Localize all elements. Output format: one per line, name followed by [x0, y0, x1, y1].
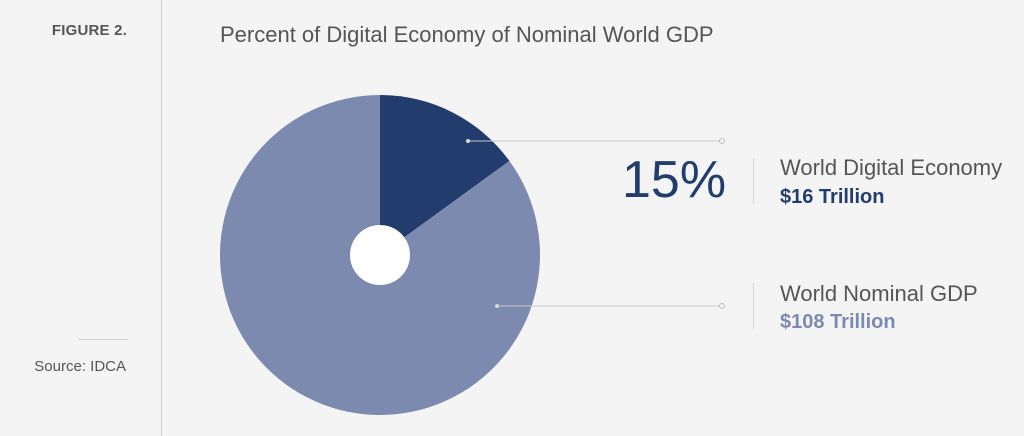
highlight-percent: 15%: [622, 151, 727, 209]
leader-line-digital: [466, 138, 725, 144]
pie-center-hole: [350, 225, 410, 285]
sidebar-divider: [78, 339, 128, 340]
figure-label: FIGURE 2.: [51, 22, 127, 39]
legend-value-digital: $16 Trillion: [780, 186, 885, 208]
leader-line-gdp: [495, 303, 725, 309]
legend-value-gdp: $108 Trillion: [780, 311, 896, 333]
legend-divider-gdp: [753, 283, 754, 329]
sidebar: FIGURE 2. Source: IDCA: [0, 0, 162, 436]
pie-slice-digital-economy: [380, 95, 510, 255]
legend-label-digital: World Digital Economy: [780, 155, 1003, 180]
chart-title: Percent of Digital Economy of Nominal Wo…: [220, 22, 714, 47]
legend-divider-digital: [753, 158, 754, 204]
source-note: Source: IDCA: [34, 358, 126, 375]
legend-label-gdp: World Nominal GDP: [780, 281, 978, 306]
